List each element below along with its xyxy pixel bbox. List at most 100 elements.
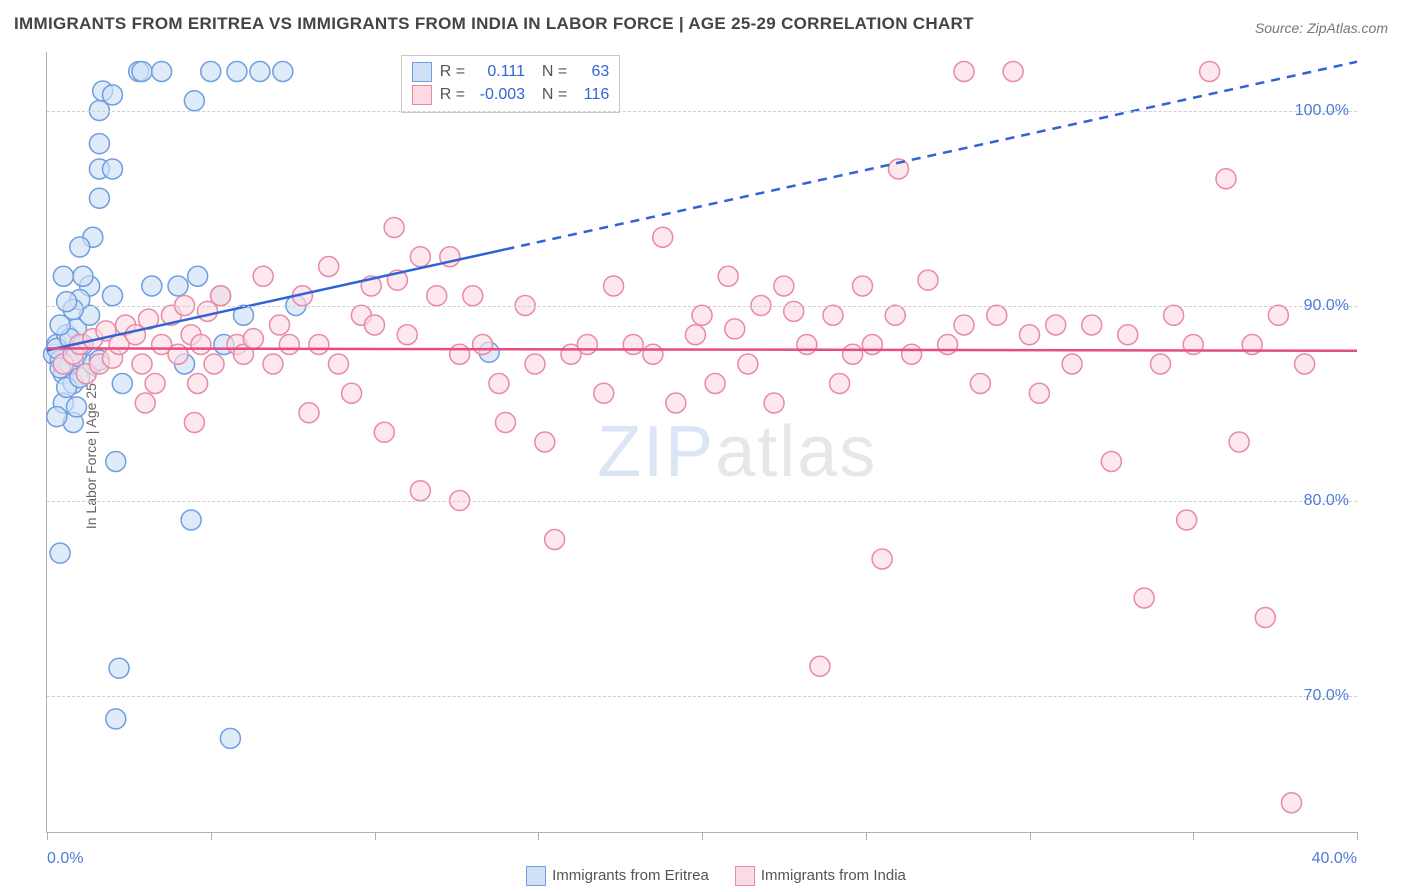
y-tick-label: 90.0% xyxy=(1304,297,1349,315)
scatter-point xyxy=(1003,62,1023,82)
scatter-point xyxy=(410,247,430,267)
scatter-point xyxy=(427,286,447,306)
scatter-point xyxy=(89,188,109,208)
legend-r-label: R = xyxy=(440,83,465,106)
scatter-point xyxy=(1229,432,1249,452)
x-tick xyxy=(47,832,48,840)
scatter-point xyxy=(1282,793,1302,813)
gridline xyxy=(47,696,1357,697)
gridline xyxy=(47,111,1357,112)
scatter-point xyxy=(764,393,784,413)
chart-svg xyxy=(47,52,1357,832)
scatter-point xyxy=(270,315,290,335)
scatter-point xyxy=(830,374,850,394)
scatter-point xyxy=(852,276,872,296)
legend-swatch xyxy=(412,85,432,105)
scatter-point xyxy=(103,286,123,306)
scatter-point xyxy=(211,286,231,306)
scatter-point xyxy=(243,329,263,349)
scatter-point xyxy=(106,452,126,472)
scatter-point xyxy=(473,335,493,355)
y-tick-label: 70.0% xyxy=(1304,687,1349,705)
scatter-point xyxy=(643,344,663,364)
y-tick-label: 80.0% xyxy=(1304,492,1349,510)
scatter-point xyxy=(685,325,705,345)
scatter-point xyxy=(954,62,974,82)
scatter-point xyxy=(604,276,624,296)
scatter-point xyxy=(168,276,188,296)
legend-row: R =-0.003 N =116 xyxy=(412,83,610,106)
scatter-point xyxy=(168,344,188,364)
scatter-point xyxy=(843,344,863,364)
scatter-point xyxy=(577,335,597,355)
gridline xyxy=(47,306,1357,307)
scatter-point xyxy=(954,315,974,335)
scatter-point xyxy=(938,335,958,355)
scatter-point xyxy=(463,286,483,306)
scatter-point xyxy=(1062,354,1082,374)
scatter-point xyxy=(132,62,152,82)
scatter-point xyxy=(191,335,211,355)
scatter-point xyxy=(279,335,299,355)
x-tick xyxy=(538,832,539,840)
legend-row: R =0.111 N =63 xyxy=(412,60,610,83)
scatter-point xyxy=(384,218,404,238)
scatter-point xyxy=(489,374,509,394)
scatter-point xyxy=(112,374,132,394)
scatter-point xyxy=(1029,383,1049,403)
scatter-point xyxy=(309,335,329,355)
scatter-point xyxy=(1200,62,1220,82)
scatter-point xyxy=(181,510,201,530)
scatter-point xyxy=(50,543,70,563)
scatter-point xyxy=(594,383,614,403)
x-tick xyxy=(211,832,212,840)
scatter-point xyxy=(1295,354,1315,374)
scatter-point xyxy=(70,237,90,257)
legend-series-name: Immigrants from India xyxy=(761,867,906,884)
scatter-point xyxy=(106,709,126,729)
scatter-point xyxy=(1020,325,1040,345)
scatter-point xyxy=(1255,608,1275,628)
scatter-point xyxy=(545,530,565,550)
scatter-point xyxy=(342,383,362,403)
scatter-point xyxy=(109,658,129,678)
scatter-point xyxy=(1101,452,1121,472)
legend-swatch xyxy=(526,866,546,886)
x-tick xyxy=(702,832,703,840)
scatter-point xyxy=(73,266,93,286)
scatter-point xyxy=(885,305,905,325)
scatter-point xyxy=(918,270,938,290)
scatter-point xyxy=(184,91,204,111)
scatter-point xyxy=(365,315,385,335)
scatter-point xyxy=(299,403,319,423)
x-tick xyxy=(1357,832,1358,840)
legend-swatch xyxy=(735,866,755,886)
x-tick xyxy=(1193,832,1194,840)
scatter-point xyxy=(57,292,77,312)
legend-r-label: R = xyxy=(440,60,465,83)
gridline xyxy=(47,501,1357,502)
scatter-point xyxy=(692,305,712,325)
scatter-point xyxy=(145,374,165,394)
scatter-point xyxy=(1082,315,1102,335)
scatter-point xyxy=(188,266,208,286)
legend-n-label: N = xyxy=(533,83,567,106)
scatter-point xyxy=(142,276,162,296)
scatter-point xyxy=(525,354,545,374)
scatter-point xyxy=(872,549,892,569)
x-tick xyxy=(1030,832,1031,840)
scatter-point xyxy=(1046,315,1066,335)
chart-title: IMMIGRANTS FROM ERITREA VS IMMIGRANTS FR… xyxy=(14,14,974,34)
scatter-point xyxy=(152,62,172,82)
scatter-point xyxy=(718,266,738,286)
scatter-point xyxy=(53,266,73,286)
scatter-point xyxy=(273,62,293,82)
trend-line-extrapolated xyxy=(506,62,1358,250)
scatter-point xyxy=(653,227,673,247)
scatter-point xyxy=(1164,305,1184,325)
scatter-point xyxy=(201,62,221,82)
y-tick-label: 100.0% xyxy=(1295,102,1349,120)
scatter-point xyxy=(227,62,247,82)
scatter-point xyxy=(496,413,516,433)
scatter-point xyxy=(784,301,804,321)
